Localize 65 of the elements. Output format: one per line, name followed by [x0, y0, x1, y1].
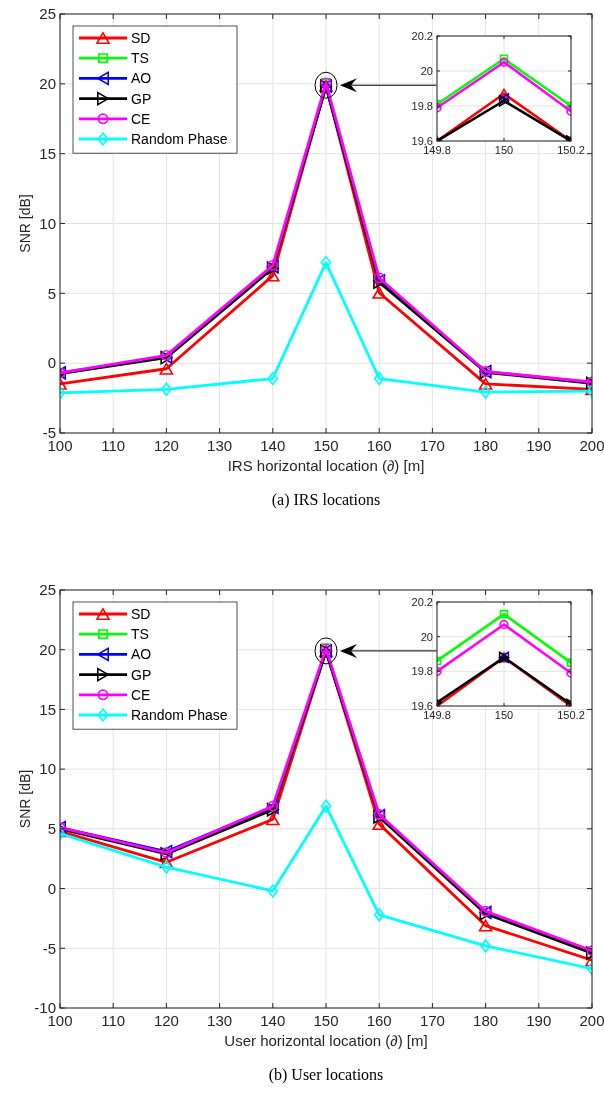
x-tick-label: 110: [101, 437, 126, 454]
legend-label: CE: [131, 686, 151, 703]
text: (b) User locations: [268, 1066, 384, 1084]
y-tick-label: 20: [420, 630, 433, 643]
y-tick-label: 0: [47, 879, 56, 897]
text: (a) IRS locations: [271, 491, 381, 509]
x-tick-label: 200: [579, 437, 604, 454]
y-tick-label: 20: [39, 640, 56, 658]
y-tick-label: 0: [47, 354, 56, 372]
y-tick-label: 19.6: [411, 699, 433, 712]
x-tick-label: 110: [101, 1012, 126, 1029]
x-tick-label: 150: [313, 437, 339, 454]
x-tick-label: 160: [366, 437, 392, 454]
x-tick-label: 190: [526, 1012, 552, 1029]
x-tick-label: 130: [207, 437, 233, 454]
x-tick-label: 150: [494, 709, 514, 721]
y-tick-label: 20.2: [411, 29, 433, 42]
x-tick-label: 149.8: [423, 144, 451, 156]
x-tick-label: 170: [419, 1012, 445, 1029]
y-tick-label: 5: [47, 284, 56, 302]
legend-label: GP: [131, 666, 152, 683]
legend-label: GP: [131, 90, 152, 107]
y-axis-title: SNR [dB]: [17, 769, 33, 829]
y-tick-label: 25: [39, 581, 56, 599]
y-tick-label: 10: [39, 214, 56, 232]
y-tick-label: 10: [39, 760, 56, 778]
y-axis-title: SNR [dB]: [17, 194, 33, 253]
legend-label: Random Phase: [131, 130, 228, 147]
x-tick-label: 130: [207, 1012, 233, 1029]
x-tick-label: 150.2: [557, 144, 585, 156]
x-tick-label: 150.2: [557, 709, 585, 721]
x-axis-title: IRS horizontal location (∂) [m]: [227, 457, 425, 474]
x-tick-label: 200: [579, 1012, 604, 1029]
y-tick-label: 15: [39, 700, 56, 718]
y-tick-label: 19.8: [411, 665, 433, 678]
legend-label: TS: [131, 50, 149, 67]
x-tick-label: 160: [366, 1012, 392, 1029]
x-tick-label: 140: [260, 1012, 286, 1029]
x-tick-label: 180: [473, 1012, 499, 1029]
legend-label: Random Phase: [131, 706, 228, 723]
y-tick-label: -5: [42, 939, 56, 957]
y-tick-label: 25: [39, 5, 56, 23]
x-tick-label: 150: [494, 144, 514, 156]
y-tick-label: 19.6: [411, 134, 433, 147]
x-tick-label: 150: [313, 1012, 339, 1029]
x-tick-label: 120: [153, 437, 179, 454]
legend-label: TS: [131, 626, 149, 643]
legend-label: AO: [131, 646, 152, 663]
y-tick-label: 20: [420, 64, 433, 77]
y-tick-label: 15: [39, 144, 56, 162]
legend-label: CE: [131, 110, 151, 127]
x-tick-label: 190: [526, 437, 552, 454]
x-tick-label: 180: [473, 437, 499, 454]
x-tick-label: 170: [419, 437, 445, 454]
x-tick-label: 120: [153, 1012, 179, 1029]
x-tick-label: 149.8: [423, 709, 451, 721]
y-tick-label: 19.8: [411, 99, 433, 112]
legend-label: SD: [131, 605, 151, 622]
x-tick-label: 140: [260, 437, 286, 454]
x-axis-title: User horizontal location (∂) [m]: [224, 1032, 428, 1049]
legend-label: SD: [131, 29, 151, 46]
y-tick-label: 20: [39, 75, 56, 93]
y-tick-label: 5: [47, 820, 56, 838]
y-tick-label: 20.2: [411, 595, 433, 608]
legend-label: AO: [131, 70, 152, 87]
